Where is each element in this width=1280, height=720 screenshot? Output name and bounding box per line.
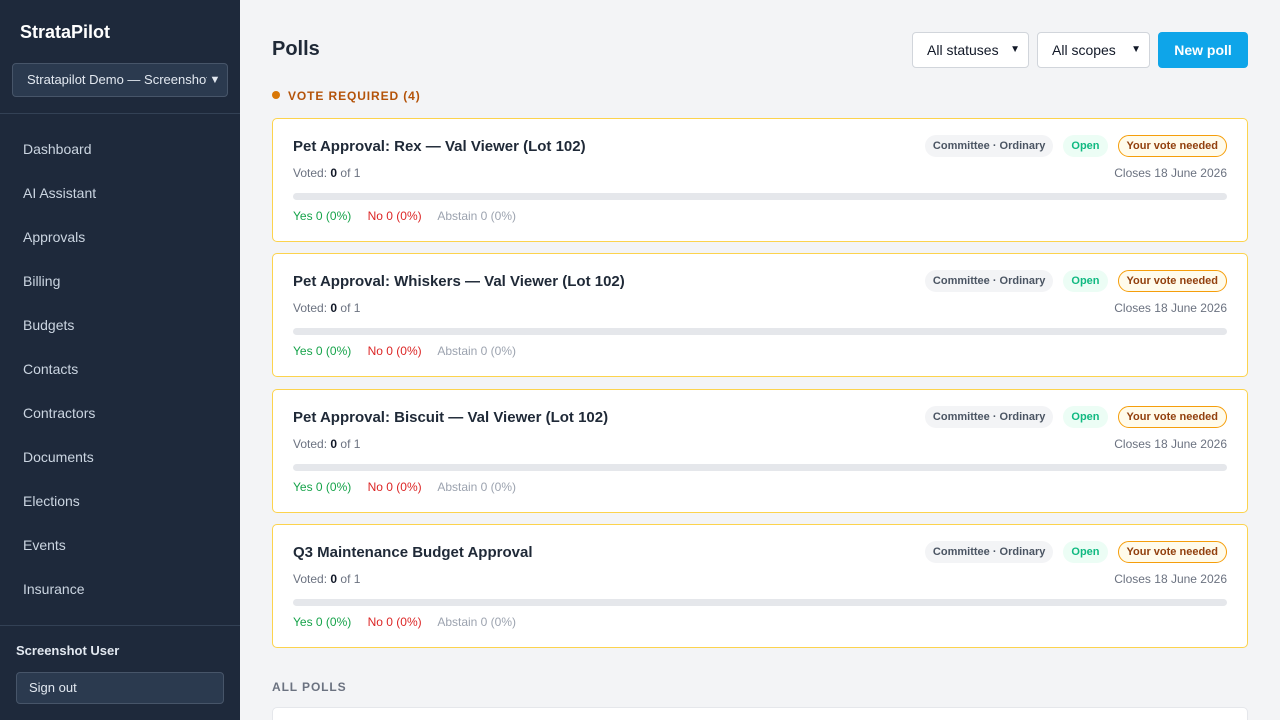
vote-progress-bar [293,464,1227,471]
close-date: Closes 18 June 2026 [1114,437,1227,451]
poll-title[interactable]: Pet Approval: Whiskers — Val Viewer (Lot… [293,273,625,290]
new-poll-button[interactable]: New poll [1158,32,1248,68]
chevron-down-icon: ▼ [1131,44,1141,55]
brand-logo[interactable]: StrataPilot [20,22,111,42]
vote-progress-bar [293,193,1227,200]
poll-badges: Committee · Ordinary Open Your vote need… [924,406,1227,428]
voted-number: 0 [330,437,338,451]
vote-progress-bar [293,599,1227,606]
vote-needed-badge: Your vote needed [1117,270,1227,292]
close-date: Closes 18 June 2026 [1114,166,1227,180]
chevron-down-icon: ▼ [1010,44,1020,55]
poll-card[interactable]: Pet Approval: Biscuit — Val Viewer (Lot … [272,389,1248,513]
vote-tally: Yes 0 (0%) No 0 (0%) Abstain 0 (0%) [293,615,529,629]
poll-badges: Committee · Ordinary Open Your vote need… [924,270,1227,292]
no-tally: No 0 (0%) [367,209,422,223]
sidebar-item-budgets[interactable]: Budgets [23,317,75,333]
sign-out-button[interactable]: Sign out [16,672,224,704]
voted-count: Voted: 0 of 1 [293,437,360,451]
sidebar-item-events[interactable]: Events [23,537,66,553]
status-badge: Open [1063,541,1108,563]
yes-tally: Yes 0 (0%) [293,209,352,223]
sidebar-divider [0,625,240,626]
voted-of: of 1 [340,301,361,315]
scope-badge: Committee · Ordinary [924,406,1054,428]
voted-of: of 1 [340,166,361,180]
vote-required-label: VOTE REQUIRED (4) [288,89,421,103]
chevron-down-icon: ▼ [207,64,223,96]
voted-label: Voted: [293,301,328,315]
sidebar-item-insurance[interactable]: Insurance [23,581,85,597]
sidebar-item-billing[interactable]: Billing [23,273,61,289]
poll-title[interactable]: Pet Approval: Rex — Val Viewer (Lot 102) [293,138,586,155]
workspace-select[interactable]: Stratapilot Demo — Screenshot ▼ [12,63,228,97]
sidebar-item-approvals[interactable]: Approvals [23,229,86,245]
status-badge: Open [1063,406,1108,428]
vote-needed-badge: Your vote needed [1117,135,1227,157]
status-badge: Open [1063,135,1108,157]
yes-tally: Yes 0 (0%) [293,344,352,358]
abstain-tally: Abstain 0 (0%) [437,480,517,494]
yes-tally: Yes 0 (0%) [293,480,352,494]
page-title: Polls [272,38,320,60]
no-tally: No 0 (0%) [367,480,422,494]
workspace-select-value: Stratapilot Demo — Screenshot [27,72,210,87]
close-date: Closes 18 June 2026 [1114,572,1227,586]
status-filter-select[interactable]: All statuses ▼ [912,32,1029,68]
sidebar-item-ai-assistant[interactable]: AI Assistant [23,185,97,201]
abstain-tally: Abstain 0 (0%) [437,615,517,629]
abstain-tally: Abstain 0 (0%) [437,344,517,358]
sidebar-item-contractors[interactable]: Contractors [23,405,96,421]
vote-tally: Yes 0 (0%) No 0 (0%) Abstain 0 (0%) [293,480,529,494]
scope-filter-value: All scopes [1052,42,1116,58]
poll-card[interactable]: Q3 Maintenance Budget Approval Committee… [272,524,1248,648]
sidebar-item-dashboard[interactable]: Dashboard [23,141,92,157]
current-user-name: Screenshot User [16,643,120,658]
voted-number: 0 [330,301,338,315]
vote-needed-badge: Your vote needed [1117,406,1227,428]
poll-card[interactable]: Pet Approval: Rex — Val Viewer (Lot 102)… [272,118,1248,242]
voted-of: of 1 [340,572,361,586]
poll-badges: Committee · Ordinary Open Your vote need… [924,135,1227,157]
sidebar: StrataPilot Stratapilot Demo — Screensho… [0,0,240,720]
voted-count: Voted: 0 of 1 [293,301,360,315]
vote-needed-badge: Your vote needed [1117,541,1227,563]
voted-count: Voted: 0 of 1 [293,572,360,586]
voted-label: Voted: [293,572,328,586]
sidebar-nav: Dashboard AI Assistant Approvals Billing… [0,127,240,611]
status-badge: Open [1063,270,1108,292]
scope-badge: Committee · Ordinary [924,541,1054,563]
abstain-tally: Abstain 0 (0%) [437,209,517,223]
sidebar-item-documents[interactable]: Documents [23,449,94,465]
sidebar-item-elections[interactable]: Elections [23,493,80,509]
status-filter-value: All statuses [927,42,999,58]
poll-badges: Committee · Ordinary Open Your vote need… [924,541,1227,563]
poll-title[interactable]: Pet Approval: Biscuit — Val Viewer (Lot … [293,409,609,426]
voted-number: 0 [330,166,338,180]
yes-tally: Yes 0 (0%) [293,615,352,629]
voted-label: Voted: [293,166,328,180]
vote-tally: Yes 0 (0%) No 0 (0%) Abstain 0 (0%) [293,344,529,358]
voted-count: Voted: 0 of 1 [293,166,360,180]
no-tally: No 0 (0%) [367,344,422,358]
scope-filter-select[interactable]: All scopes ▼ [1037,32,1150,68]
poll-card[interactable]: Pet Approval: Whiskers — Val Viewer (Lot… [272,253,1248,377]
vote-tally: Yes 0 (0%) No 0 (0%) Abstain 0 (0%) [293,209,529,223]
voted-label: Voted: [293,437,328,451]
no-tally: No 0 (0%) [367,615,422,629]
voted-of: of 1 [340,437,361,451]
poll-title[interactable]: Q3 Maintenance Budget Approval [293,544,533,561]
scope-badge: Committee · Ordinary [924,135,1054,157]
scope-badge: Committee · Ordinary [924,270,1054,292]
voted-number: 0 [330,572,338,586]
sidebar-divider [0,113,240,114]
sidebar-item-contacts[interactable]: Contacts [23,361,79,377]
vote-progress-bar [293,328,1227,335]
vote-required-heading: VOTE REQUIRED (4) [272,89,421,103]
dot-icon [272,91,280,99]
all-polls-list [272,707,1248,720]
all-polls-heading: ALL POLLS [272,680,347,694]
close-date: Closes 18 June 2026 [1114,301,1227,315]
